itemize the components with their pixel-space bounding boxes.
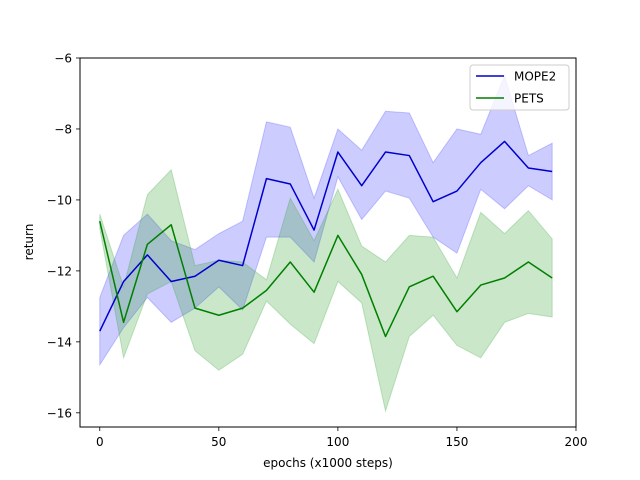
y-axis-ticks: −16 −14 −12 −10 −8 −6 — [47, 52, 80, 420]
y-tick-label: −16 — [47, 406, 72, 420]
plot-frame — [79, 57, 577, 428]
x-tick-label: 150 — [445, 435, 468, 449]
legend-label-pets: PETS — [514, 92, 544, 106]
x-tick-label: 50 — [211, 435, 226, 449]
y-tick-label: −10 — [47, 193, 72, 207]
legend: MOPE2 PETS — [469, 64, 570, 111]
mope2-line — [99, 140, 553, 332]
x-tick-label: 0 — [96, 435, 104, 449]
x-tick-label: 100 — [326, 435, 349, 449]
y-tick-label: −12 — [47, 264, 72, 278]
x-tick-label: 200 — [565, 435, 588, 449]
x-axis-label: epochs (x1000 steps) — [263, 456, 393, 470]
legend-label-mope2: MOPE2 — [514, 70, 556, 84]
y-tick-label: −14 — [47, 335, 72, 349]
x-axis-ticks: 0 50 100 150 200 — [96, 427, 588, 449]
pets-line — [99, 221, 553, 338]
pets-band — [99, 168, 553, 413]
series-lines — [99, 140, 553, 338]
y-tick-label: −6 — [54, 52, 72, 66]
y-axis-label: return — [22, 224, 36, 261]
y-tick-label: −8 — [54, 122, 72, 136]
